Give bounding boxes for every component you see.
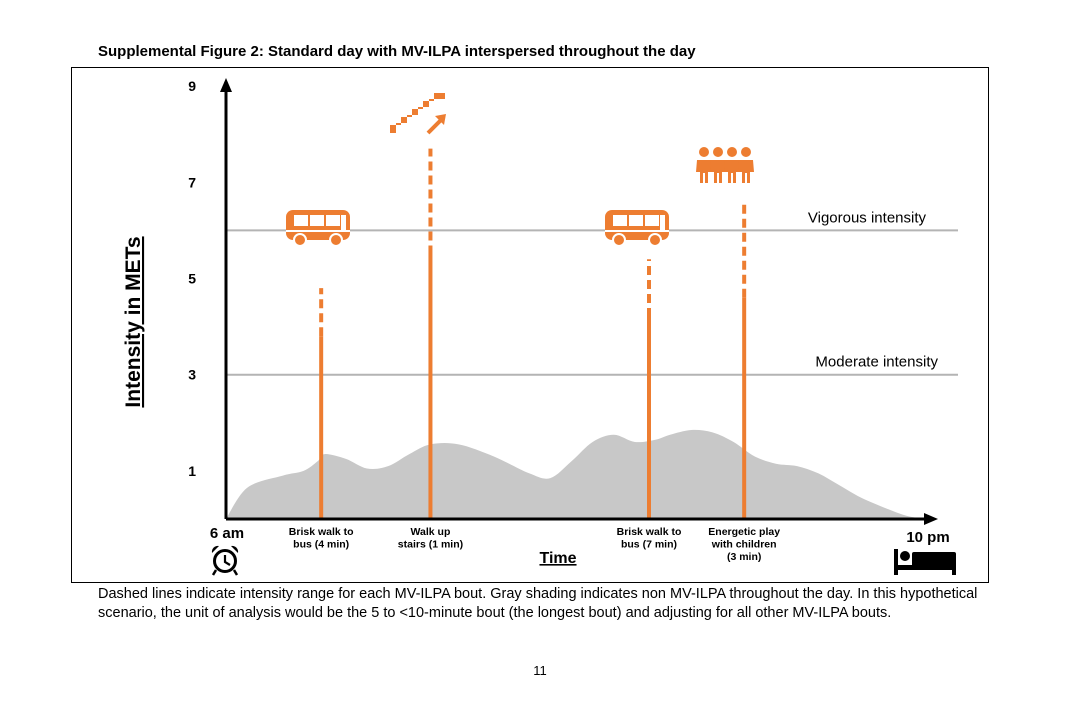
bus-window <box>645 215 659 226</box>
clock-hands <box>223 555 231 566</box>
child-head <box>699 147 709 157</box>
chart: Vigorous intensity Moderate intensity Bri… <box>122 78 958 576</box>
stairs-arrow-shaft <box>426 117 444 135</box>
y-tick-label: 7 <box>188 174 196 190</box>
bout-label-1: bus (4 min) <box>293 539 349 551</box>
child-head <box>741 147 751 157</box>
page-number: 11 <box>533 663 547 678</box>
bus-window <box>629 215 643 226</box>
bus-wheel <box>648 233 662 247</box>
y-tick-label: 3 <box>188 367 196 383</box>
clock-bell-left <box>211 545 219 553</box>
stairs-shape <box>390 93 445 133</box>
bout-label-4: Energetic play <box>708 526 780 538</box>
threshold-label-moderate: Moderate intensity <box>815 354 938 371</box>
bout-label-2: stairs (1 min) <box>398 539 463 551</box>
threshold-label-vigorous: Vigorous intensity <box>808 209 927 226</box>
clock-leg <box>232 569 239 576</box>
bus-wheel <box>329 233 343 247</box>
bus-window <box>310 215 324 226</box>
bed-frame <box>894 565 956 570</box>
bout-label-1: Brisk walk to <box>289 526 354 538</box>
bus-wheel <box>293 233 307 247</box>
child-head <box>727 147 737 157</box>
y-tick-label: 5 <box>188 271 196 287</box>
y-tick-label: 9 <box>188 78 196 94</box>
children-group-icon <box>696 147 754 183</box>
stairs-arrow-head <box>435 114 446 125</box>
child-head <box>713 147 723 157</box>
bus-window <box>326 215 340 226</box>
x-axis-label: Time <box>539 550 576 567</box>
y-tick-label: 1 <box>188 463 196 479</box>
bed-headboard <box>894 549 898 575</box>
child-body <box>710 160 726 183</box>
bus-stripe <box>286 230 350 232</box>
child-body <box>724 160 740 183</box>
x-end-label: 10 pm <box>906 529 949 546</box>
bout-label-4: with children <box>711 539 777 551</box>
bus-door <box>341 215 346 232</box>
bed-icon <box>894 549 956 575</box>
bus-door <box>660 215 665 232</box>
bout-label-4: (3 min) <box>727 551 761 563</box>
bed-blanket <box>912 552 956 568</box>
baseline-area <box>226 429 931 519</box>
bed-footboard <box>952 565 956 575</box>
y-axis-arrow <box>220 78 232 92</box>
x-axis-arrow <box>924 513 938 525</box>
bout-label-3: Brisk walk to <box>617 526 682 538</box>
figure-caption: Dashed lines indicate intensity range fo… <box>98 586 978 621</box>
bus-wheel <box>612 233 626 247</box>
y-axis-label: Intensity in METs <box>122 236 145 407</box>
clock-face <box>213 549 237 573</box>
bus-icon <box>286 210 350 247</box>
clock-leg <box>211 569 218 576</box>
bus-stripe <box>605 230 669 232</box>
clock-bell-right <box>231 545 239 553</box>
bus-icon <box>605 210 669 247</box>
bus-window <box>294 215 308 226</box>
bed-pillow-head <box>900 551 910 561</box>
child-body <box>738 160 754 183</box>
chart-frame <box>71 67 989 583</box>
alarm-clock-icon <box>211 545 239 576</box>
bout-label-2: Walk up <box>411 526 451 538</box>
stairs-icon <box>390 93 446 135</box>
child-body <box>696 160 712 183</box>
figure-title: Supplemental Figure 2: Standard day with… <box>98 43 696 60</box>
x-start-label: 6 am <box>210 525 244 542</box>
bout-label-3: bus (7 min) <box>621 539 677 551</box>
bus-window <box>613 215 627 226</box>
